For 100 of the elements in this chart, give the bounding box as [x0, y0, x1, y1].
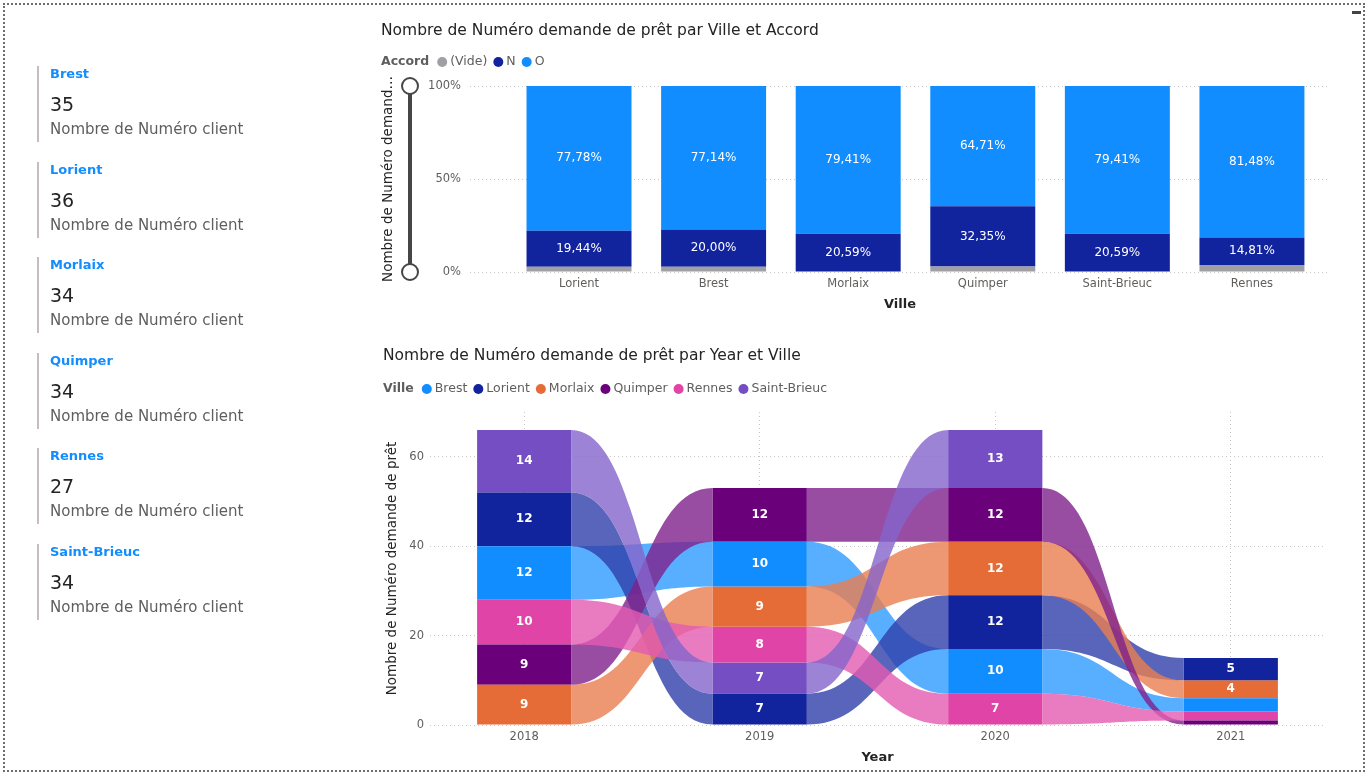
bar — [1199, 265, 1305, 272]
text: Nombre de Numéro client — [50, 215, 244, 234]
bar — [526, 266, 632, 272]
legend-label: N — [506, 53, 516, 69]
data-label: 12 — [986, 506, 1004, 521]
data-label: 12 — [515, 511, 533, 526]
category-label: Lorient — [50, 161, 103, 177]
bar — [526, 230, 632, 267]
data-label: 13 — [986, 451, 1004, 466]
data-label: 79,41% — [1094, 151, 1141, 166]
x-tick-label: Saint-Brieuc — [1082, 275, 1153, 290]
data-label: 20,59% — [1094, 244, 1141, 259]
legend-label: Brest — [434, 380, 468, 396]
data-label: 9 — [520, 696, 529, 711]
data-label: 7 — [755, 701, 764, 716]
bar — [930, 206, 1036, 267]
legend-label: Saint-Brieuc — [751, 380, 828, 396]
category-label: Rennes — [50, 448, 104, 463]
bar — [712, 693, 807, 725]
category-label: Quimper — [50, 352, 113, 368]
x-axis-title: Year — [860, 748, 895, 764]
bar — [930, 86, 1036, 207]
y-axis-title: Nombre de Numéro demand… — [378, 76, 395, 282]
data-label: 27 — [50, 475, 75, 497]
data-label: 20,59% — [825, 244, 872, 259]
x-tick-label: 2021 — [1216, 728, 1246, 743]
data-label: 5 — [1226, 661, 1235, 676]
data-label: 10 — [986, 663, 1004, 678]
category-label: Morlaix — [50, 257, 105, 272]
bar — [477, 684, 572, 725]
legend-title: Ville — [383, 380, 414, 396]
bar — [477, 429, 572, 493]
bar — [795, 86, 901, 234]
bar — [1183, 680, 1278, 699]
data-label: 7 — [755, 670, 764, 685]
data-label: 19,44% — [556, 240, 602, 255]
text: Nombre de Numéro client — [50, 406, 244, 425]
data-label: 4 — [1226, 681, 1235, 696]
bar — [1064, 86, 1170, 234]
data-label: 34 — [50, 379, 75, 402]
legend-label: Quimper — [613, 380, 669, 396]
bar — [1199, 237, 1305, 266]
data-label: 10 — [751, 556, 769, 571]
x-tick-label: 2019 — [745, 728, 775, 743]
text: Nombre de Numéro client — [50, 597, 244, 616]
bar — [795, 233, 901, 272]
data-label: 81,48% — [1229, 153, 1275, 168]
legend-label: Morlaix — [548, 380, 595, 396]
data-label: 64,71% — [959, 138, 1006, 153]
text: Nombre de Numéro client — [50, 502, 244, 520]
data-label: 9 — [520, 656, 529, 671]
bar — [930, 266, 1036, 272]
data-label: 14,81% — [1229, 243, 1275, 258]
legend-label: (Vide) — [450, 53, 488, 69]
x-tick-label: 2020 — [980, 728, 1010, 743]
chart-title: Nombre de Numéro demande de prêt par Year et Ville — [383, 346, 801, 365]
x-tick-label: Rennes — [1230, 275, 1274, 290]
bar — [661, 86, 767, 230]
data-label: 79,41% — [825, 151, 872, 166]
x-tick-label: Lorient — [558, 275, 600, 290]
legend-label: O — [534, 53, 545, 69]
bar — [477, 492, 572, 547]
data-label: 12 — [986, 560, 1004, 575]
data-label: 14 — [515, 453, 533, 468]
x-tick-label: Morlaix — [827, 275, 870, 290]
bar — [948, 429, 1043, 489]
y-tick-label: 100% — [428, 77, 462, 92]
bar — [1199, 86, 1305, 238]
x-tick-label: Brest — [698, 275, 730, 290]
data-label: 12 — [986, 614, 1004, 629]
y-tick-label: 60 — [409, 448, 424, 463]
text: Nombre de Numéro client — [50, 120, 244, 138]
bar — [661, 229, 767, 267]
data-label: 10 — [515, 614, 533, 629]
data-label: 34 — [50, 284, 75, 306]
bar — [477, 644, 572, 685]
y-tick-label: 50% — [435, 170, 462, 185]
data-label: 77,14% — [690, 149, 737, 164]
data-label: 35 — [50, 93, 75, 115]
bar — [526, 86, 632, 231]
data-label: 12 — [751, 506, 769, 521]
y-tick-label: 0% — [442, 263, 462, 278]
data-label: 9 — [755, 598, 764, 613]
data-label: 12 — [515, 565, 533, 580]
legend-title: Accord — [381, 53, 430, 69]
data-label: 32,35% — [959, 228, 1006, 243]
x-axis-title: Ville — [883, 295, 917, 311]
data-label: 77,78% — [556, 150, 602, 165]
chart-title: Nombre de Numéro demande de prêt par Ville et Accord — [381, 21, 819, 40]
data-label: 36 — [50, 188, 75, 211]
y-tick-label: 20 — [409, 627, 424, 642]
data-label: 20,00% — [690, 240, 737, 255]
bar — [661, 266, 767, 272]
data-label: 7 — [991, 701, 1000, 716]
bar — [1183, 720, 1278, 725]
y-tick-label: 0 — [416, 716, 424, 731]
legend-label: Lorient — [486, 380, 530, 396]
category-label: Brest — [50, 66, 90, 81]
x-tick-label: 2018 — [509, 728, 539, 743]
category-label: Saint-Brieuc — [50, 543, 141, 559]
